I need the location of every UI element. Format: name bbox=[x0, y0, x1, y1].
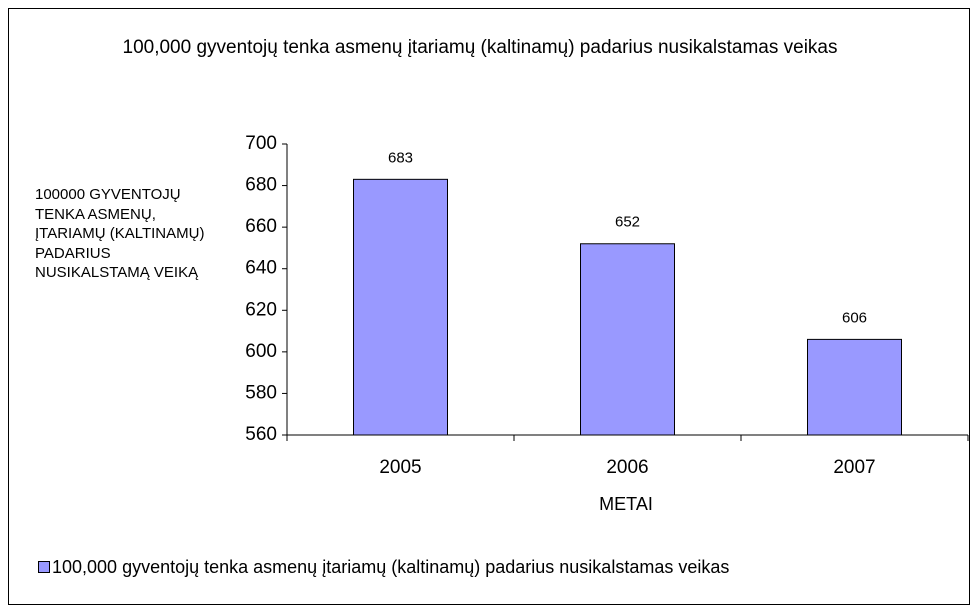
bar bbox=[807, 338, 902, 436]
data-label: 683 bbox=[388, 149, 413, 166]
y-tick-label: 600 bbox=[245, 341, 277, 362]
x-tick-label: 2005 bbox=[379, 457, 421, 478]
legend-swatch bbox=[38, 561, 50, 573]
x-tick-label: 2007 bbox=[833, 457, 875, 478]
y-tick-label: 620 bbox=[245, 299, 277, 320]
y-tick-label: 560 bbox=[245, 424, 277, 445]
y-tick-label: 680 bbox=[245, 175, 277, 196]
y-tick-label: 660 bbox=[245, 216, 277, 237]
y-tick-label: 580 bbox=[245, 382, 277, 403]
bar bbox=[580, 243, 675, 436]
data-label: 652 bbox=[615, 214, 640, 231]
x-axis-title: METAI bbox=[599, 494, 653, 514]
chart-title: 100,000 gyventojų tenka asmenų įtariamų … bbox=[122, 37, 838, 58]
data-label: 606 bbox=[842, 309, 867, 326]
x-tick-label: 2006 bbox=[606, 457, 648, 478]
y-axis-title: 100000 GYVENTOJŲ TENKA ASMENŲ, ĮTARIAMŲ … bbox=[35, 186, 205, 281]
legend-label: 100,000 gyventojų tenka asmenų įtariamų … bbox=[52, 557, 730, 577]
y-tick-label: 640 bbox=[245, 258, 277, 279]
chart-border bbox=[8, 8, 970, 605]
bar bbox=[353, 178, 448, 436]
y-tick-label: 700 bbox=[245, 133, 277, 154]
